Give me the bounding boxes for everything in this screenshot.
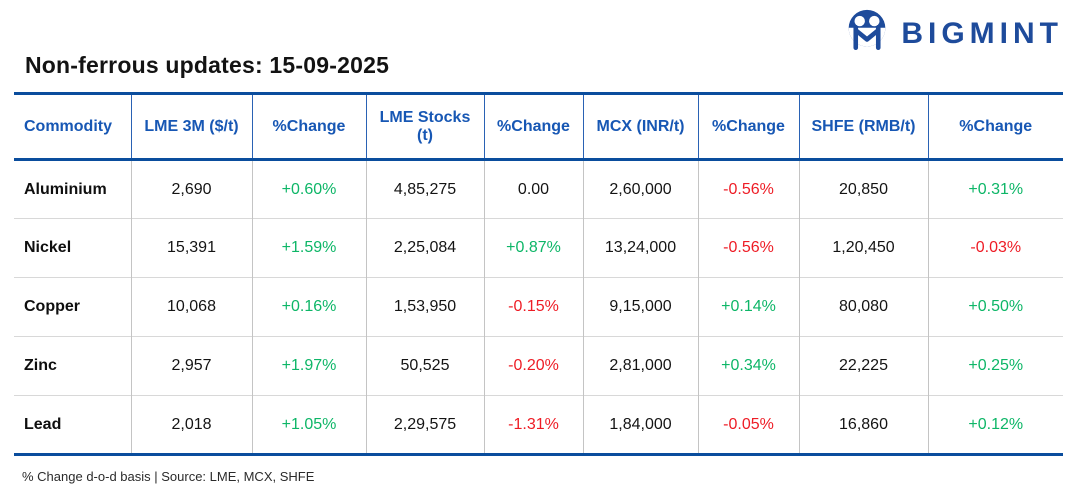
cell-lme-stocks-change: -0.15%	[484, 277, 584, 337]
table-row-aluminium: Aluminium 2,690 +0.60% 4,85,275 0.00 2,6…	[14, 159, 1063, 219]
cell-shfe-change: +0.31%	[968, 180, 1024, 198]
col-header-lme-3m-change: %Change	[252, 93, 367, 161]
commodity-name: Zinc	[14, 336, 132, 396]
cell-shfe: 16,860	[799, 395, 929, 455]
page-title: Non-ferrous updates: 15-09-2025	[25, 52, 390, 78]
bigmint-logo-icon	[849, 9, 886, 51]
cell-lme-stocks-change: -0.20%	[484, 336, 584, 396]
cell-lme-stocks: 1,53,950	[366, 277, 485, 337]
cell-mcx-change: -0.56%	[698, 218, 800, 278]
cell-lme-stocks: 50,525	[366, 336, 485, 396]
col-header-lme-stocks-change: %Change	[484, 93, 584, 161]
cell-lme-3m: 2,690	[131, 159, 253, 219]
table-row-nickel: Nickel 15,391 +1.59% 2,25,084 +0.87% 13,…	[14, 218, 1063, 278]
table-header: Commodity LME 3M ($/t) %Change LME Stock…	[14, 93, 1063, 161]
cell-shfe: 22,225	[799, 336, 929, 396]
cell-shfe-change: -0.03%	[928, 218, 1063, 278]
cell-lme-3m-change: +1.97%	[252, 336, 367, 396]
cell-lme-3m: 10,068	[131, 277, 253, 337]
table-row-lead: Lead 2,018 +1.05% 2,29,575 -1.31% 1,84,0…	[14, 395, 1063, 455]
cell-lme-3m-change: +0.16%	[252, 277, 367, 337]
cell-mcx-change: -0.56%	[698, 159, 800, 219]
commodity-name: Aluminium	[14, 159, 132, 219]
col-header-mcx: MCX (INR/t)	[583, 93, 699, 161]
col-header-commodity: Commodity	[14, 93, 132, 161]
cell-mcx: 2,81,000	[583, 336, 699, 396]
cell-lme-stocks: 4,85,275	[366, 159, 485, 219]
cell-mcx: 2,60,000	[583, 159, 699, 219]
footnote: % Change d-o-d basis | Source: LME, MCX,…	[22, 469, 315, 484]
table-row-zinc: Zinc 2,957 +1.97% 50,525 -0.20% 2,81,000…	[14, 336, 1063, 396]
cell-lme-3m: 2,957	[131, 336, 253, 396]
cell-mcx: 9,15,000	[583, 277, 699, 337]
cell-lme-stocks-change: -1.31%	[484, 395, 584, 455]
cell-lme-stocks-change: +0.87%	[484, 218, 584, 278]
cell-lme-stocks: 2,29,575	[366, 395, 485, 455]
commodity-name: Copper	[14, 277, 132, 337]
table-row-copper: Copper 10,068 +0.16% 1,53,950 -0.15% 9,1…	[14, 277, 1063, 337]
commodity-table: Commodity LME 3M ($/t) %Change LME Stock…	[14, 92, 1063, 456]
cell-shfe-change: +0.50%	[928, 277, 1063, 337]
cell-shfe: 20,850	[799, 159, 929, 219]
brand-name: BIGMINT	[901, 17, 1063, 50]
col-header-lme-stocks: LME Stocks (t)	[366, 93, 485, 161]
col-header-mcx-change: %Change	[698, 93, 800, 161]
cell-mcx-change: +0.14%	[698, 277, 800, 337]
cell-mcx-change: -0.05%	[698, 395, 800, 455]
cell-shfe-change: +0.12%	[928, 395, 1063, 455]
cell-mcx-change: +0.34%	[698, 336, 800, 396]
col-header-shfe-change: %Change	[928, 93, 1063, 161]
cell-lme-3m-change: +1.59%	[252, 218, 367, 278]
commodity-name: Lead	[14, 395, 132, 455]
cell-shfe-change: +0.25%	[928, 336, 1063, 396]
table-body: Aluminium 2,690 +0.60% 4,85,275 0.00 2,6…	[14, 159, 1063, 455]
commodity-name: Nickel	[14, 218, 132, 278]
cell-shfe: 80,080	[799, 277, 929, 337]
col-header-shfe: SHFE (RMB/t)	[799, 93, 929, 161]
cell-shfe: 1,20,450	[799, 218, 929, 278]
cell-lme-3m: 15,391	[131, 218, 253, 278]
bigmint-logo: BIGMINT	[842, 6, 1063, 62]
cell-lme-3m: 2,018	[131, 395, 253, 455]
col-header-lme-3m: LME 3M ($/t)	[131, 93, 253, 161]
header-row: Commodity LME 3M ($/t) %Change LME Stock…	[14, 93, 1063, 161]
cell-lme-stocks-change: 0.00	[484, 159, 584, 219]
cell-mcx: 13,24,000	[583, 218, 699, 278]
cell-lme-stocks: 2,25,084	[366, 218, 485, 278]
cell-lme-3m-change: +1.05%	[252, 395, 367, 455]
cell-mcx: 1,84,000	[583, 395, 699, 455]
cell-lme-3m-change: +0.60%	[252, 159, 367, 219]
